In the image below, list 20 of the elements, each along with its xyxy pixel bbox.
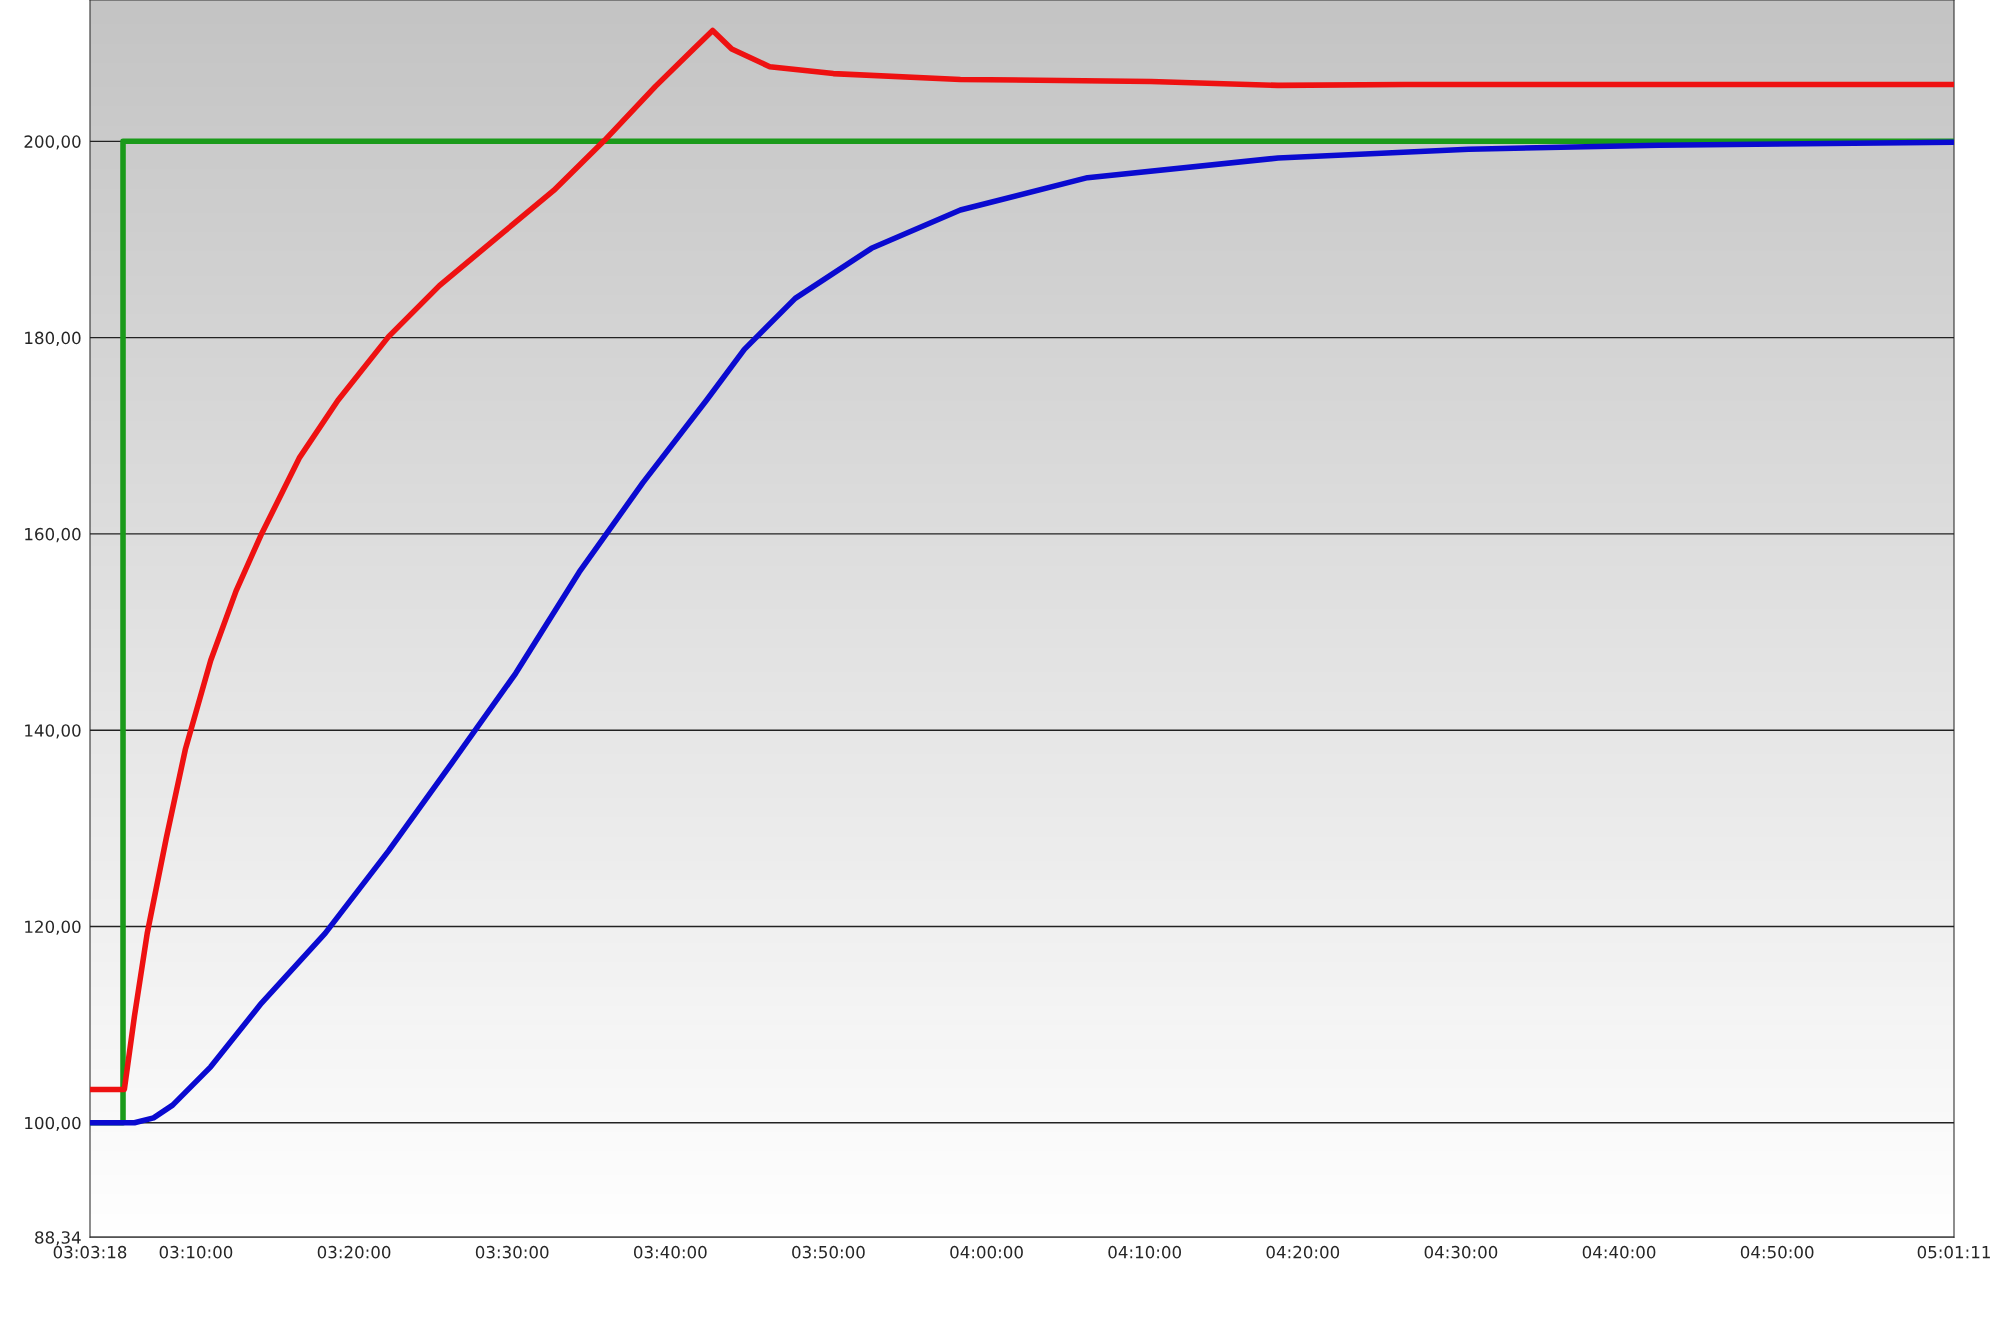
- x-tick-label: 03:30:00: [475, 1245, 549, 1259]
- x-tick-label: 04:30:00: [1424, 1245, 1498, 1259]
- y-tick-label: 180,00: [25, 331, 81, 346]
- y-tick-label: 200,00: [24, 135, 81, 150]
- x-tick-label: 04:50:00: [1740, 1245, 1814, 1259]
- x-tick-label: 03:40:00: [633, 1245, 707, 1259]
- y-tick-label: 120,00: [25, 920, 81, 935]
- x-tick-label: 04:00:00: [950, 1245, 1023, 1259]
- y-tick-label: 160,00: [25, 527, 81, 543]
- x-tick-label: 03:50:00: [792, 1245, 865, 1259]
- y-tick-label: 88,34: [35, 1231, 81, 1246]
- x-tick-label: 04:40:00: [1582, 1245, 1656, 1259]
- x-tick-label: 04:10:00: [1108, 1245, 1181, 1259]
- y-tick-label: 140,00: [25, 724, 81, 739]
- x-tick-label: 03:03:18: [53, 1245, 127, 1259]
- x-tick-label: 03:20:00: [317, 1245, 391, 1259]
- x-tick-label: 04:20:00: [1266, 1245, 1340, 1259]
- x-tick-label: 05:01:11: [1917, 1245, 1990, 1259]
- y-tick-label: 100,00: [25, 1116, 81, 1132]
- x-tick-label: 03:10:00: [159, 1245, 233, 1259]
